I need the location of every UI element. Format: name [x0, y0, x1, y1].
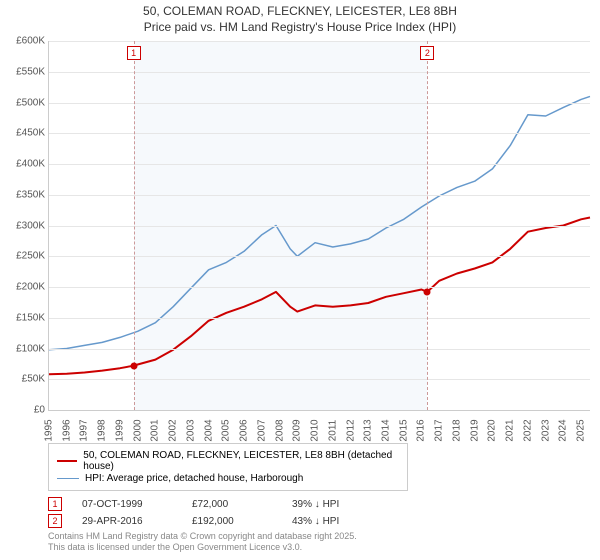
marker-box-2: 2 [420, 46, 434, 60]
info-date-2: 29-APR-2016 [82, 516, 172, 527]
x-tick-label: 2020 [487, 420, 498, 442]
chart-title: 50, COLEMAN ROAD, FLECKNEY, LEICESTER, L… [0, 0, 600, 35]
x-tick-label: 2024 [558, 420, 569, 442]
x-tick-label: 1995 [44, 420, 55, 442]
y-tick-label: £300K [1, 220, 45, 231]
gridline [49, 256, 590, 257]
info-row-2: 2 29-APR-2016 £192,000 43% ↓ HPI [48, 514, 590, 528]
y-tick-label: £200K [1, 282, 45, 293]
gridline [49, 72, 590, 73]
gridline [49, 318, 590, 319]
x-tick-label: 1996 [61, 420, 72, 442]
gridline [49, 164, 590, 165]
series-line-hpi [49, 97, 590, 350]
title-line-2: Price paid vs. HM Land Registry's House … [0, 20, 600, 36]
x-tick-label: 2000 [132, 420, 143, 442]
info-date-1: 07-OCT-1999 [82, 499, 172, 510]
y-tick-label: £50K [1, 374, 45, 385]
y-tick-label: £450K [1, 128, 45, 139]
gridline [49, 349, 590, 350]
x-tick-label: 2019 [469, 420, 480, 442]
x-tick-label: 2006 [239, 420, 250, 442]
attribution: Contains HM Land Registry data © Crown c… [48, 531, 590, 554]
x-tick-label: 1997 [79, 420, 90, 442]
x-tick-label: 2004 [203, 420, 214, 442]
gridline [49, 103, 590, 104]
info-section: 1 07-OCT-1999 £72,000 39% ↓ HPI 2 29-APR… [48, 497, 590, 528]
info-marker-1: 1 [48, 497, 62, 511]
gridline [49, 226, 590, 227]
x-tick-label: 1998 [97, 420, 108, 442]
x-tick-label: 2017 [434, 420, 445, 442]
gridline [49, 133, 590, 134]
x-tick-label: 2016 [416, 420, 427, 442]
x-tick-label: 2002 [168, 420, 179, 442]
legend-label-price-paid: 50, COLEMAN ROAD, FLECKNEY, LEICESTER, L… [83, 450, 399, 472]
legend-row-hpi: HPI: Average price, detached house, Harb… [57, 473, 399, 484]
info-price-1: £72,000 [192, 499, 272, 510]
attribution-line-1: Contains HM Land Registry data © Crown c… [48, 531, 590, 542]
x-tick-label: 2021 [505, 420, 516, 442]
gridline [49, 379, 590, 380]
x-tick-label: 2001 [150, 420, 161, 442]
legend-box: 50, COLEMAN ROAD, FLECKNEY, LEICESTER, L… [48, 443, 408, 491]
y-tick-label: £0 [1, 405, 45, 416]
info-price-2: £192,000 [192, 516, 272, 527]
x-tick-label: 2025 [576, 420, 587, 442]
x-tick-label: 2018 [451, 420, 462, 442]
info-delta-2: 43% ↓ HPI [292, 516, 339, 527]
gridline [49, 41, 590, 42]
info-delta-1: 39% ↓ HPI [292, 499, 339, 510]
gridline [49, 195, 590, 196]
x-tick-label: 2013 [363, 420, 374, 442]
y-tick-label: £250K [1, 251, 45, 262]
title-line-1: 50, COLEMAN ROAD, FLECKNEY, LEICESTER, L… [0, 4, 600, 20]
y-tick-label: £400K [1, 159, 45, 170]
x-tick-label: 2022 [522, 420, 533, 442]
marker-box-1: 1 [127, 46, 141, 60]
x-tick-label: 1999 [114, 420, 125, 442]
gridline [49, 287, 590, 288]
y-tick-label: £350K [1, 189, 45, 200]
x-tick-label: 2012 [345, 420, 356, 442]
x-tick-label: 2005 [221, 420, 232, 442]
legend-row-price-paid: 50, COLEMAN ROAD, FLECKNEY, LEICESTER, L… [57, 450, 399, 472]
series-line-price_paid [49, 218, 590, 375]
x-tick-label: 2011 [327, 420, 338, 442]
x-tick-label: 2023 [540, 420, 551, 442]
y-tick-label: £500K [1, 97, 45, 108]
y-tick-label: £600K [1, 36, 45, 47]
marker-dot-1 [130, 362, 137, 369]
x-tick-label: 2009 [292, 420, 303, 442]
legend-label-hpi: HPI: Average price, detached house, Harb… [85, 473, 303, 484]
info-marker-2: 2 [48, 514, 62, 528]
x-tick-label: 2010 [310, 420, 321, 442]
y-tick-label: £100K [1, 343, 45, 354]
marker-dashed-line [134, 41, 135, 410]
legend-swatch-hpi [57, 478, 79, 479]
chart-plot-area: £0£50K£100K£150K£200K£250K£300K£350K£400… [48, 41, 590, 411]
x-tick-label: 2014 [381, 420, 392, 442]
marker-dashed-line [427, 41, 428, 410]
y-tick-label: £150K [1, 312, 45, 323]
legend-swatch-price-paid [57, 460, 77, 462]
marker-dot-2 [424, 289, 431, 296]
y-tick-label: £550K [1, 66, 45, 77]
x-tick-label: 2008 [274, 420, 285, 442]
attribution-line-2: This data is licensed under the Open Gov… [48, 542, 590, 553]
x-tick-label: 2015 [398, 420, 409, 442]
x-tick-label: 2007 [256, 420, 267, 442]
x-tick-label: 2003 [185, 420, 196, 442]
info-row-1: 1 07-OCT-1999 £72,000 39% ↓ HPI [48, 497, 590, 511]
